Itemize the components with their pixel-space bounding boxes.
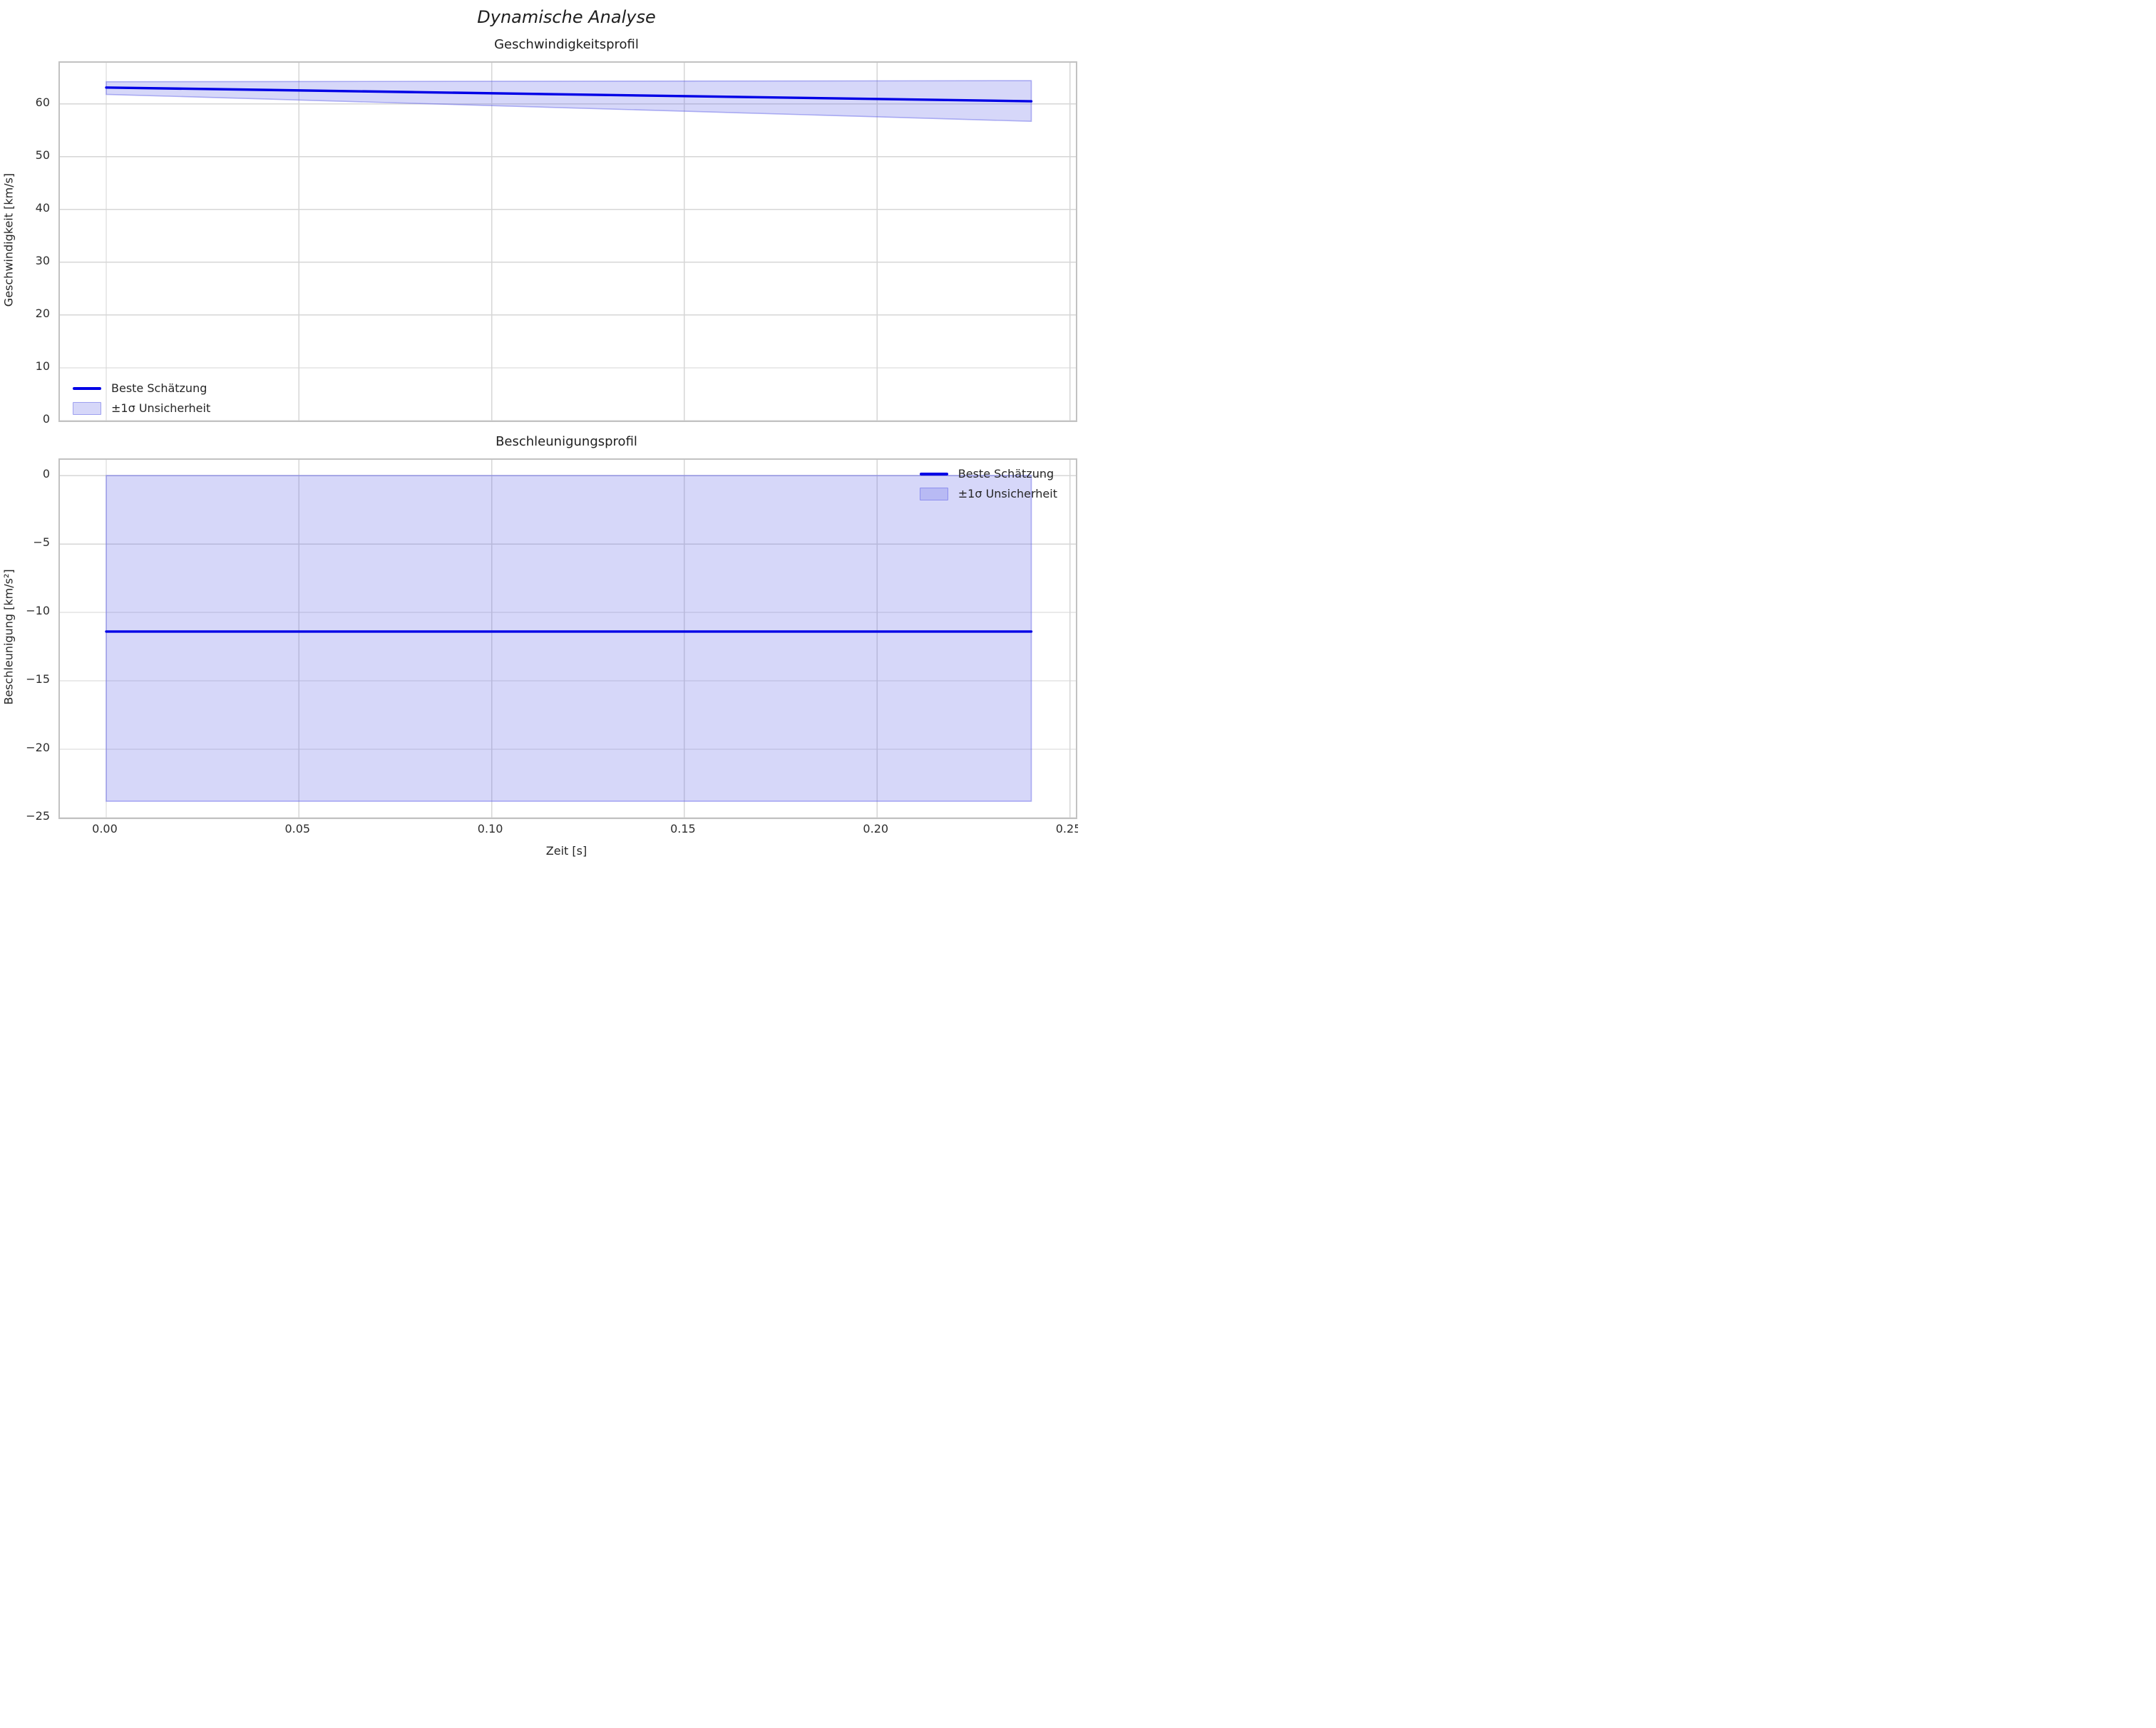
x-axis-label: Zeit [s] [545, 844, 587, 858]
legend-patch-swatch [73, 401, 101, 415]
x-tick-label: 0.20 [863, 822, 889, 835]
legend-line-swatch [73, 386, 101, 390]
y-tick-label: −5 [33, 535, 50, 550]
x-tick-label: 0.15 [670, 822, 696, 835]
plot-velocity-title: Geschwindigkeitsprofil [494, 37, 639, 52]
velocity-plot-area: Beste Schätzung ±1σ Unsicherheit [58, 61, 1077, 422]
acceleration-y-axis-label: Beschleunigung [km/s²] [1, 569, 16, 705]
y-tick-label: 40 [35, 200, 50, 215]
acceleration-plot-area: Beste Schätzung ±1σ Unsicherheit [58, 458, 1077, 819]
y-tick-label: 50 [35, 148, 50, 162]
x-tick-label: 0.25 [1055, 822, 1078, 835]
legend-line-swatch [919, 472, 948, 475]
plot-acceleration-title: Beschleunigungsprofil [496, 434, 637, 449]
legend-item: ±1σ Unsicherheit [919, 487, 1057, 500]
chart-svg [60, 63, 1076, 421]
x-tick-label: 0.10 [477, 822, 503, 835]
y-tick-label: 30 [35, 253, 50, 267]
y-tick-label: −20 [26, 741, 50, 754]
y-tick-label: −25 [26, 809, 50, 823]
legend-item: Beste Schätzung [919, 467, 1057, 480]
y-tick-label: 20 [35, 306, 50, 320]
y-tick-label: −15 [26, 672, 50, 686]
legend-patch-swatch [919, 487, 948, 500]
x-tick-label: 0.05 [284, 822, 311, 835]
x-tick-label: 0.00 [92, 822, 118, 835]
legend-label: Beste Schätzung [958, 467, 1054, 480]
plot-velocity: Geschwindigkeitsprofil Geschwindigkeit [… [0, 37, 1078, 426]
uncertainty-band [106, 80, 1032, 123]
best-estimate-line [105, 86, 1033, 103]
uncertainty-band [106, 475, 1032, 802]
figure-title: Dynamische Analyse [477, 7, 656, 27]
legend-label: Beste Schätzung [111, 381, 207, 395]
y-tick-label: 10 [35, 359, 50, 373]
acceleration-legend: Beste Schätzung ±1σ Unsicherheit [919, 467, 1057, 500]
legend-label: ±1σ Unsicherheit [958, 487, 1057, 500]
figure: Dynamische Analyse Geschwindigkeitsprofi… [0, 0, 1078, 864]
legend-item: ±1σ Unsicherheit [73, 401, 210, 415]
legend-item: Beste Schätzung [73, 381, 210, 395]
y-tick-label: 0 [42, 412, 50, 426]
y-tick-label: 60 [35, 95, 50, 109]
legend-label: ±1σ Unsicherheit [111, 401, 211, 415]
y-tick-label: 0 [42, 467, 50, 481]
plot-acceleration: Beschleunigungsprofil Beschleunigung [km… [0, 434, 1079, 835]
chart-svg [60, 460, 1076, 818]
y-tick-label: −10 [26, 604, 50, 618]
velocity-legend: Beste Schätzung ±1σ Unsicherheit [73, 381, 210, 415]
